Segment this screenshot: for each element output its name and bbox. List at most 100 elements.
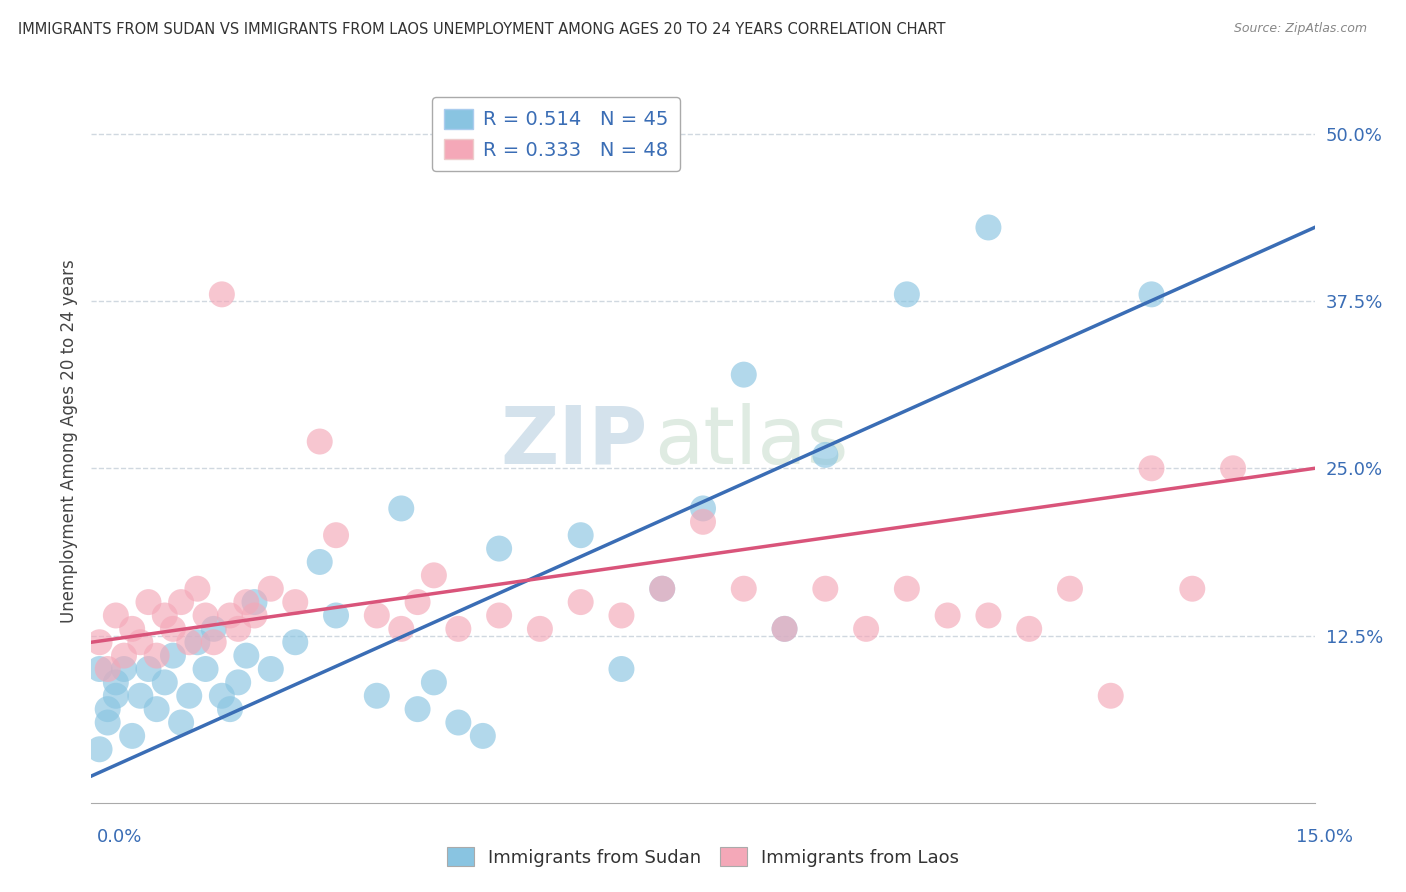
Point	[733, 582, 755, 596]
Text: atlas: atlas	[654, 402, 848, 481]
Point	[89, 662, 111, 676]
Point	[97, 662, 120, 676]
Point	[773, 622, 796, 636]
Text: ZIP: ZIP	[501, 402, 648, 481]
Point	[186, 582, 208, 596]
Point	[773, 622, 796, 636]
Point	[423, 568, 446, 582]
Point	[138, 662, 160, 676]
Legend: Immigrants from Sudan, Immigrants from Laos: Immigrants from Sudan, Immigrants from L…	[440, 840, 966, 874]
Point	[243, 608, 266, 623]
Point	[145, 648, 167, 663]
Point	[219, 702, 242, 716]
Point	[112, 648, 135, 663]
Point	[202, 622, 225, 636]
Point	[121, 729, 143, 743]
Point	[211, 287, 233, 301]
Point	[1222, 461, 1244, 475]
Point	[243, 595, 266, 609]
Point	[186, 635, 208, 649]
Point	[194, 662, 217, 676]
Point	[896, 582, 918, 596]
Point	[121, 622, 143, 636]
Point	[235, 595, 257, 609]
Point	[179, 635, 201, 649]
Point	[977, 220, 1000, 235]
Point	[692, 501, 714, 516]
Legend: R = 0.514   N = 45, R = 0.333   N = 48: R = 0.514 N = 45, R = 0.333 N = 48	[433, 97, 681, 171]
Point	[1099, 689, 1122, 703]
Text: IMMIGRANTS FROM SUDAN VS IMMIGRANTS FROM LAOS UNEMPLOYMENT AMONG AGES 20 TO 24 Y: IMMIGRANTS FROM SUDAN VS IMMIGRANTS FROM…	[18, 22, 946, 37]
Point	[325, 608, 347, 623]
Point	[284, 595, 307, 609]
Text: 15.0%: 15.0%	[1296, 828, 1353, 846]
Point	[389, 501, 412, 516]
Point	[488, 541, 510, 556]
Point	[112, 662, 135, 676]
Point	[202, 635, 225, 649]
Point	[219, 608, 242, 623]
Point	[896, 287, 918, 301]
Point	[936, 608, 959, 623]
Point	[529, 622, 551, 636]
Point	[814, 448, 837, 462]
Point	[284, 635, 307, 649]
Point	[406, 702, 429, 716]
Point	[1140, 461, 1163, 475]
Point	[226, 675, 249, 690]
Point	[569, 528, 592, 542]
Point	[1140, 287, 1163, 301]
Point	[260, 662, 283, 676]
Point	[235, 648, 257, 663]
Point	[977, 608, 1000, 623]
Point	[153, 675, 176, 690]
Point	[170, 595, 193, 609]
Point	[138, 595, 160, 609]
Point	[308, 555, 330, 569]
Point	[488, 608, 510, 623]
Point	[733, 368, 755, 382]
Point	[194, 608, 217, 623]
Point	[211, 689, 233, 703]
Point	[226, 622, 249, 636]
Point	[162, 622, 184, 636]
Point	[162, 648, 184, 663]
Point	[855, 622, 877, 636]
Point	[651, 582, 673, 596]
Point	[529, 127, 551, 141]
Point	[814, 582, 837, 596]
Point	[447, 622, 470, 636]
Point	[89, 635, 111, 649]
Point	[471, 729, 494, 743]
Point	[129, 689, 152, 703]
Point	[325, 528, 347, 542]
Point	[153, 608, 176, 623]
Text: Source: ZipAtlas.com: Source: ZipAtlas.com	[1233, 22, 1367, 36]
Y-axis label: Unemployment Among Ages 20 to 24 years: Unemployment Among Ages 20 to 24 years	[59, 260, 77, 624]
Point	[97, 715, 120, 730]
Point	[145, 702, 167, 716]
Point	[389, 622, 412, 636]
Point	[1059, 582, 1081, 596]
Point	[610, 608, 633, 623]
Point	[89, 742, 111, 756]
Point	[260, 582, 283, 596]
Point	[406, 595, 429, 609]
Point	[104, 675, 127, 690]
Point	[366, 608, 388, 623]
Point	[179, 689, 201, 703]
Point	[423, 675, 446, 690]
Point	[129, 635, 152, 649]
Point	[366, 689, 388, 703]
Point	[692, 515, 714, 529]
Point	[1018, 622, 1040, 636]
Point	[1181, 582, 1204, 596]
Point	[104, 689, 127, 703]
Point	[170, 715, 193, 730]
Point	[447, 715, 470, 730]
Point	[104, 608, 127, 623]
Point	[308, 434, 330, 449]
Point	[610, 662, 633, 676]
Point	[569, 595, 592, 609]
Point	[651, 582, 673, 596]
